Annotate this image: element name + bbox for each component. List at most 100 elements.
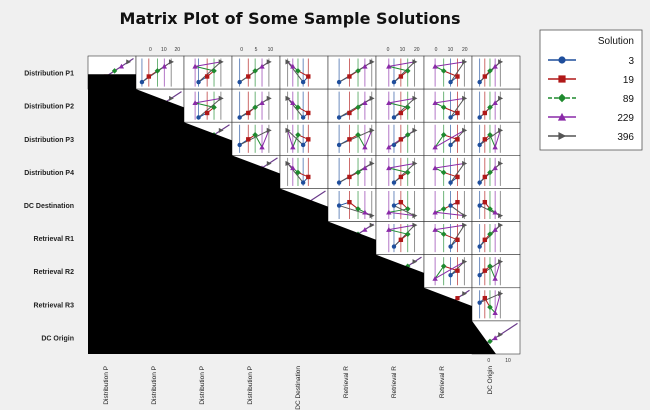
series-line [287, 163, 304, 183]
column-label: Retrieval R [343, 366, 350, 398]
data-point [300, 180, 306, 185]
panel-frame [231, 121, 281, 156]
data-point [448, 79, 453, 85]
series-line [393, 61, 415, 83]
data-point [477, 79, 482, 85]
data-point [412, 222, 418, 228]
data-point [492, 165, 498, 171]
column-label: DC Origin [487, 366, 494, 395]
series-line [434, 265, 445, 279]
series-line [194, 65, 215, 72]
tick-label: 0 [487, 358, 490, 364]
data-point [126, 59, 132, 65]
data-point [487, 304, 493, 310]
data-point [482, 110, 488, 116]
data-point [448, 203, 453, 208]
panel-2-4 [279, 121, 329, 156]
data-point [196, 115, 201, 120]
data-point [498, 259, 504, 265]
panel-0-5 [327, 55, 377, 90]
row-label: Distribution P2 [24, 104, 74, 111]
data-point [492, 63, 498, 69]
panel-2-6 [375, 121, 425, 156]
series-line [364, 130, 373, 148]
data-point [448, 115, 453, 120]
data-point [391, 180, 397, 185]
data-point [440, 104, 447, 111]
data-point [347, 137, 352, 142]
panel-4-5 [327, 188, 377, 222]
data-point [462, 160, 468, 167]
data-point [482, 295, 488, 301]
data-point [285, 59, 291, 65]
data-point [492, 144, 498, 150]
data-point [306, 174, 311, 180]
data-point [404, 132, 411, 138]
series-line [287, 61, 304, 83]
data-point [246, 137, 251, 142]
series-line [450, 61, 465, 83]
data-point [391, 115, 397, 120]
data-point [455, 296, 460, 301]
data-point [432, 209, 438, 215]
data-point [462, 95, 468, 101]
series-line [292, 134, 299, 148]
data-point [498, 59, 504, 65]
series-line [443, 106, 458, 114]
data-point [498, 95, 504, 101]
series-line [450, 98, 465, 118]
data-point [455, 74, 460, 79]
tick-label: 10 [268, 47, 274, 53]
data-point [391, 79, 397, 85]
data-point [398, 199, 404, 205]
data-point [487, 338, 493, 345]
data-point [290, 144, 296, 150]
legend-entry-label: 19 [623, 75, 635, 86]
panel-1-6 [375, 88, 425, 123]
data-point [498, 332, 503, 338]
series-line [338, 97, 373, 118]
panel-grid [87, 55, 521, 355]
panel-1-2 [183, 88, 233, 123]
series-line [388, 229, 408, 235]
data-point [369, 160, 375, 167]
series-line [393, 163, 415, 183]
series-line [388, 61, 415, 67]
chart-title: Matrix Plot of Some Sample Solutions [120, 9, 461, 28]
data-point [290, 165, 296, 171]
data-point [492, 335, 498, 341]
series-line [393, 97, 415, 118]
data-point [482, 74, 488, 79]
panel-3-4 [279, 155, 329, 189]
series-line [357, 134, 366, 148]
data-point [492, 310, 498, 315]
panel-5-8 [471, 221, 521, 255]
panel-0-4 [279, 55, 329, 90]
data-point [295, 169, 301, 176]
panel-0-3 [231, 55, 281, 90]
data-point [404, 206, 411, 212]
data-point [347, 74, 352, 79]
panel-2-8 [471, 121, 521, 156]
tick-label: 10 [505, 358, 511, 364]
panel-1-5 [327, 88, 377, 123]
panel-6-8 [471, 254, 521, 289]
data-point [455, 137, 460, 142]
data-point [252, 104, 258, 111]
panel-frame [375, 55, 425, 90]
data-point [347, 199, 352, 205]
data-point [355, 206, 361, 212]
legend-marker [557, 93, 567, 103]
tick-label: 10 [161, 47, 167, 53]
data-point [386, 100, 392, 106]
data-point [432, 63, 438, 69]
legend-entry-label: 89 [623, 94, 635, 105]
panel-3-5 [327, 155, 377, 189]
legend-marker [557, 112, 567, 121]
data-point [355, 68, 361, 74]
tick-label: 5 [255, 47, 258, 53]
panel-0-8 [471, 55, 521, 90]
data-point [432, 275, 438, 281]
data-point [154, 68, 161, 74]
